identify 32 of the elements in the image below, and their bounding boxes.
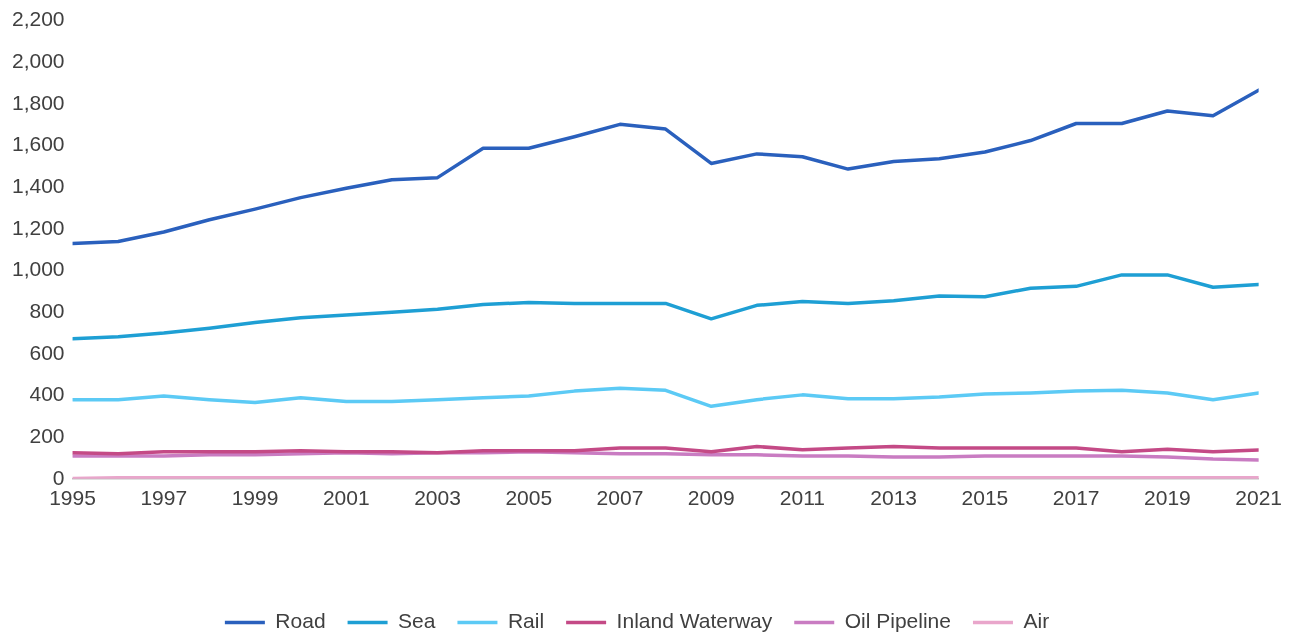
x-tick-label: 2021 [1235, 486, 1282, 510]
legend-label: Air [1023, 609, 1050, 633]
y-tick-label: 1,000 [11, 257, 65, 281]
x-tick-label: 2011 [779, 486, 826, 510]
legend-label: Road [275, 609, 326, 633]
y-tick-label: 1,400 [11, 174, 65, 198]
x-tick-label: 2015 [961, 486, 1009, 510]
y-tick-label: 400 [29, 382, 65, 406]
x-tick-label: 2001 [322, 486, 370, 510]
x-tick-label: 1999 [231, 486, 279, 510]
y-tick-label: 2,000 [11, 49, 65, 73]
x-tick-label: 2013 [870, 486, 918, 510]
y-tick-label: 1,600 [11, 132, 65, 156]
x-tick-label: 2005 [505, 486, 553, 510]
x-tick-label: 2009 [687, 486, 735, 510]
x-tick-label: 2007 [596, 486, 644, 510]
x-tick-label: 2003 [414, 486, 461, 510]
y-tick-label: 0 [52, 465, 65, 489]
y-tick-label: 2,200 [11, 7, 65, 31]
y-tick-label: 1,200 [11, 215, 65, 239]
x-tick-label: 2019 [1144, 486, 1191, 510]
y-tick-label: 200 [29, 423, 65, 447]
legend-label: Inland Waterway [616, 609, 773, 633]
legend-label: Oil Pipeline [844, 609, 951, 633]
legend-label: Sea [398, 609, 436, 633]
x-tick-label: 1995 [49, 486, 96, 510]
x-tick-label: 1997 [140, 486, 188, 510]
legend-label: Rail [507, 609, 545, 633]
y-tick-label: 1,800 [11, 90, 65, 114]
y-tick-label: 800 [29, 298, 65, 322]
x-tick-label: 2017 [1052, 486, 1100, 510]
y-tick-label: 600 [29, 340, 65, 364]
